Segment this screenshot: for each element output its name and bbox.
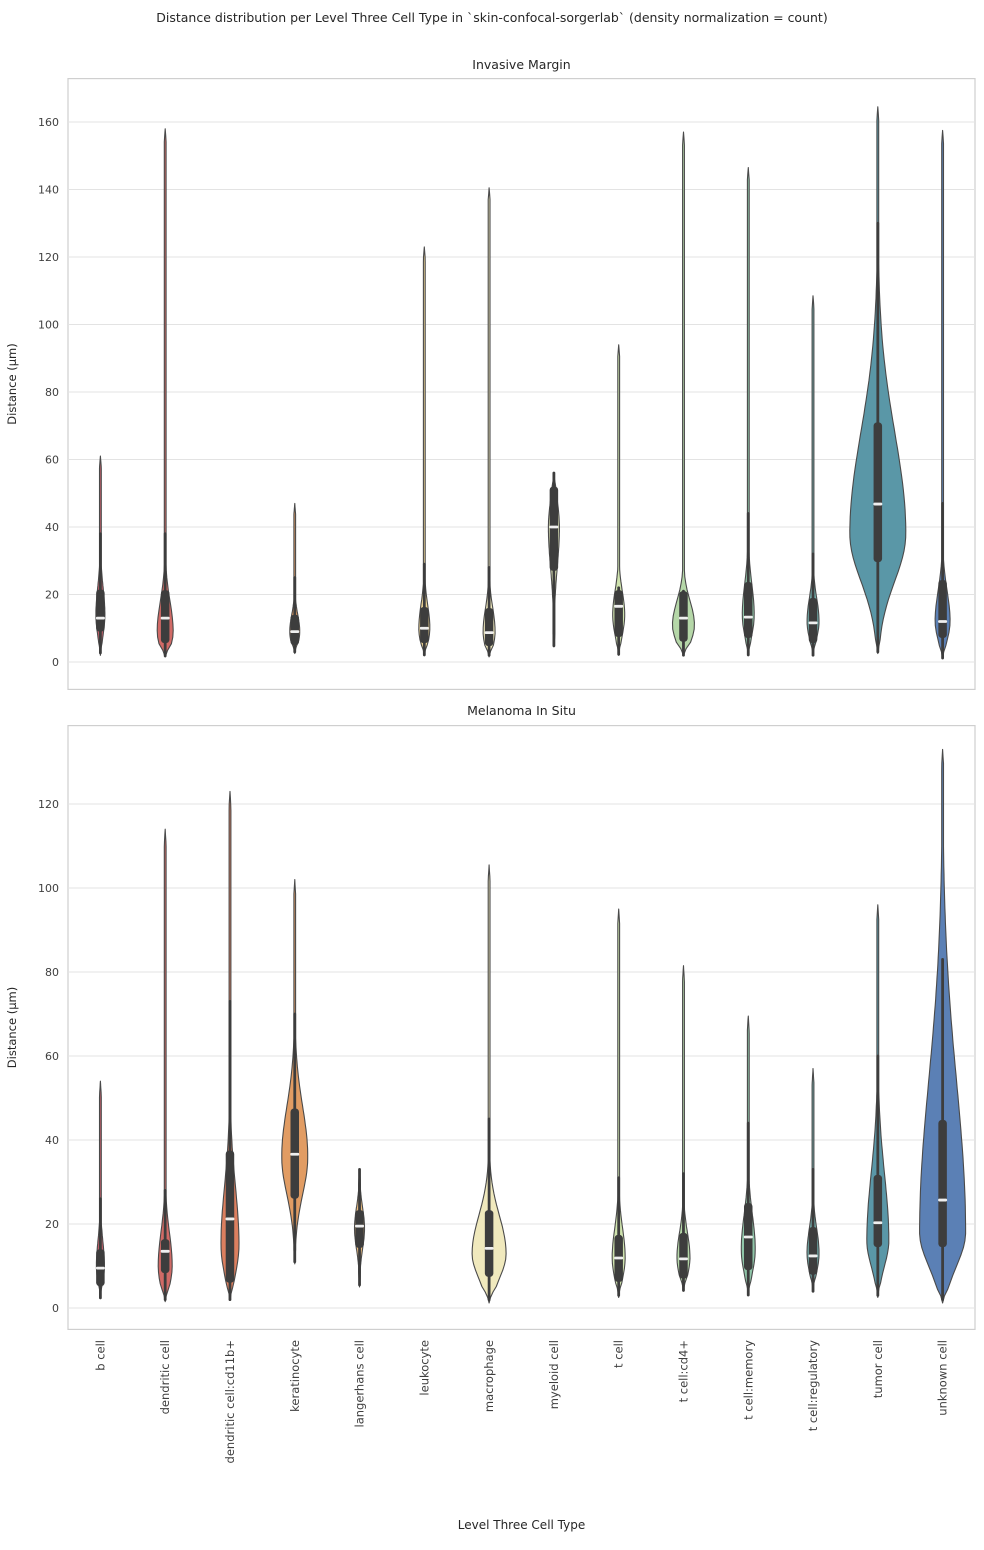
violin-median <box>678 1257 688 1261</box>
x-tick-label: langerhans cell <box>353 1340 367 1428</box>
violin-median <box>484 631 494 635</box>
x-tick-label: tumor cell <box>871 1340 885 1398</box>
y-tick-label: 120 <box>38 251 59 264</box>
y-axis-title: Distance (µm) <box>5 343 19 424</box>
violin-dendritic-cell <box>156 128 174 658</box>
violin-macrophage <box>482 187 496 658</box>
violin-box <box>808 597 818 644</box>
violin-box <box>808 1226 818 1275</box>
violin-box <box>160 1239 170 1274</box>
violin-t-cell <box>611 908 626 1299</box>
x-tick-labels: b cell dendritic cell dendritic cell:cd11b… <box>93 1340 950 1464</box>
y-tick-label: 40 <box>45 1134 59 1147</box>
violin-box <box>679 591 688 642</box>
x-tick-label: macrophage <box>482 1340 496 1412</box>
violin-median <box>549 525 559 529</box>
x-tick-label: t cell:memory <box>741 1340 755 1420</box>
violin-median <box>743 615 753 619</box>
y-tick-label: 0 <box>52 1302 59 1315</box>
violin-box <box>549 486 559 571</box>
x-tick-label: unknown cell <box>936 1340 950 1416</box>
violin-dendritic-cell <box>157 828 173 1303</box>
y-tick-label: 100 <box>38 319 59 332</box>
violin-median <box>938 620 948 623</box>
violin-median <box>290 1152 300 1156</box>
subplot-title-invasive-margin: Invasive Margin <box>472 57 571 72</box>
violin-box <box>420 606 429 644</box>
y-tick-label: 0 <box>52 656 59 669</box>
violin-t-cell-regulatory <box>806 295 820 656</box>
violin-median <box>160 616 170 620</box>
x-tick-label: t cell <box>612 1340 626 1368</box>
y-tick-label: 20 <box>45 1218 59 1231</box>
violin-median <box>808 1254 818 1258</box>
violin-box <box>873 1174 883 1248</box>
violin-median <box>938 1198 948 1202</box>
violin-median <box>678 616 688 620</box>
violin-box <box>225 1150 235 1283</box>
violin-t-cell-cd4+ <box>671 131 695 656</box>
violin-box <box>96 589 105 632</box>
violin-median <box>355 1224 365 1228</box>
violin-median <box>419 626 429 630</box>
violin-median <box>808 621 818 625</box>
figure-title: Distance distribution per Level Three Ce… <box>156 10 828 25</box>
x-tick-label: b cell <box>93 1340 107 1371</box>
x-tick-label: keratinocyte <box>288 1340 302 1412</box>
x-tick-label: t cell:cd4+ <box>676 1340 690 1402</box>
violin-median <box>225 1217 235 1221</box>
violin-median <box>484 1246 494 1250</box>
violin-median <box>873 1221 883 1225</box>
x-tick-label: t cell:regulatory <box>806 1340 820 1431</box>
violin-median <box>95 616 105 620</box>
violin-box <box>614 590 623 638</box>
violin-box <box>484 608 494 647</box>
y-axis-title: Distance (µm) <box>5 987 19 1068</box>
violin-median <box>614 1256 624 1260</box>
y-tick-label: 20 <box>45 589 59 602</box>
plot-area-invasive-margin: 0 20 40 60 80 100 120 140 160 Distance (µm) <box>5 78 976 690</box>
y-tick-label: 80 <box>45 386 59 399</box>
violin-median <box>95 1266 105 1270</box>
y-tick-label: 160 <box>38 116 59 129</box>
violin-box <box>160 590 170 644</box>
plot-area-melanoma-in-situ: 0 20 40 60 80 100 120 Distance (µm) <box>5 725 976 1330</box>
violin-box <box>484 1210 494 1277</box>
violin-median <box>743 1235 753 1239</box>
violin-box <box>290 614 299 646</box>
plot-border <box>67 725 976 1330</box>
y-tick-label: 100 <box>38 882 59 895</box>
violin-unknown-cell <box>934 129 951 660</box>
y-tick-label: 80 <box>45 966 59 979</box>
violin-median <box>160 1249 170 1253</box>
violin-box <box>355 1210 364 1248</box>
violin-median <box>614 604 624 608</box>
y-tick-label: 40 <box>45 521 59 534</box>
y-tick-label: 140 <box>38 184 59 197</box>
violin-box <box>938 1119 947 1248</box>
x-tick-label: myeloid cell <box>547 1340 561 1409</box>
violin-box <box>873 422 883 563</box>
violin-median <box>290 630 300 634</box>
y-tick-label: 60 <box>45 1050 59 1063</box>
plot-border <box>67 78 976 690</box>
y-tick-label: 120 <box>38 798 59 811</box>
violin-box <box>938 579 947 639</box>
violin-median <box>873 502 883 506</box>
violin-t-cell-memory <box>741 167 755 656</box>
subplot-title-melanoma-in-situ: Melanoma In Situ <box>467 703 576 718</box>
x-tick-label: dendritic cell:cd11b+ <box>223 1340 237 1463</box>
violin-leukocyte <box>418 246 431 656</box>
violin-box <box>679 1232 688 1279</box>
x-axis-title: Level Three Cell Type <box>457 1518 586 1532</box>
violin-box <box>744 582 753 639</box>
violin-t-cell <box>612 344 626 656</box>
x-tick-label: dendritic cell <box>158 1340 172 1414</box>
y-tick-label: 60 <box>45 454 59 467</box>
x-tick-label: leukocyte <box>417 1340 431 1396</box>
